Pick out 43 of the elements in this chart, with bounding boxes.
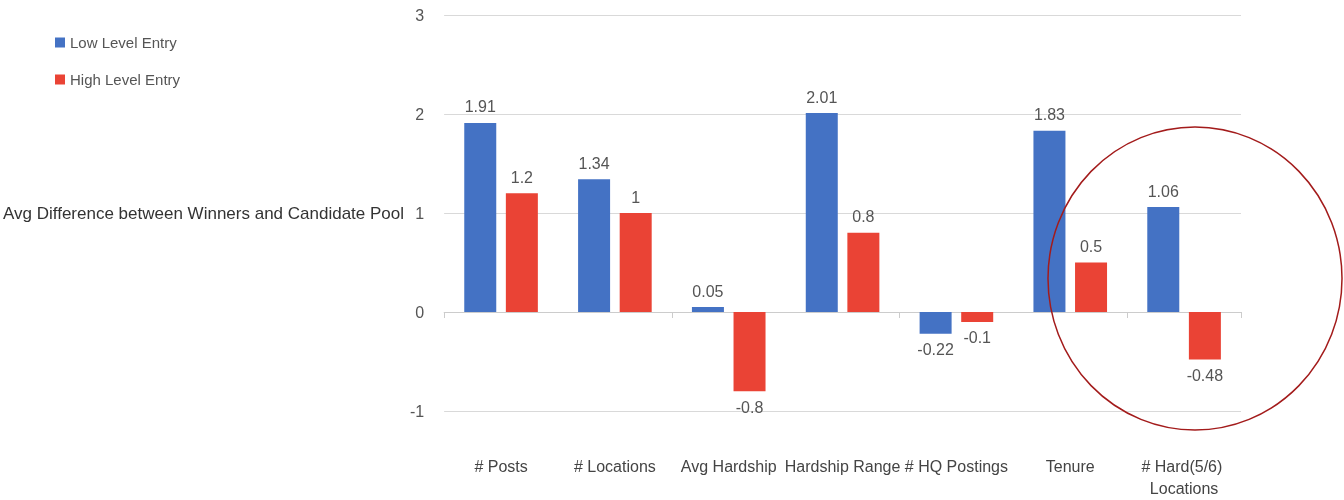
- data-label: -0.22: [917, 341, 954, 359]
- legend-label: High Level Entry: [70, 71, 181, 88]
- x-tick-label: # Hard(5/6) Locations: [1141, 457, 1227, 497]
- bar: [1188, 312, 1221, 360]
- data-label: -0.1: [963, 329, 992, 347]
- y-axis-title: Avg Difference between Winners and Candidate Pool: [3, 203, 405, 223]
- data-label: 1.06: [1147, 182, 1179, 200]
- x-tick-label: Avg Hardship: [680, 457, 777, 475]
- data-label: -0.8: [735, 398, 764, 416]
- bar: [1075, 262, 1108, 312]
- data-label: 1.34: [578, 154, 610, 172]
- bar: [805, 113, 838, 312]
- bar: [691, 307, 724, 312]
- bar: [1033, 130, 1066, 312]
- y-tick-label: 2: [415, 105, 425, 123]
- y-tick-label: 1: [415, 204, 425, 222]
- bar: [505, 193, 538, 312]
- bar: [733, 312, 766, 392]
- data-label: 0.8: [852, 208, 875, 226]
- data-label: 1.83: [1033, 106, 1066, 124]
- data-label: 1: [631, 188, 641, 206]
- x-tick-label: # Locations: [573, 457, 656, 475]
- x-tick-label: # Posts: [474, 457, 528, 475]
- data-label: 1.91: [464, 98, 496, 116]
- bar: [619, 213, 652, 312]
- legend-label: Low Level Entry: [70, 34, 178, 51]
- x-tick-label: Hardship Range: [784, 457, 901, 475]
- bar: [919, 312, 952, 334]
- x-tick-label: Tenure: [1045, 457, 1095, 475]
- y-tick-label: -1: [409, 402, 425, 420]
- y-tick-label: 3: [415, 6, 425, 24]
- x-tick-label: # HQ Postings: [904, 457, 1008, 475]
- bar: [847, 232, 880, 312]
- y-tick-label: 0: [415, 303, 425, 321]
- bar: [1147, 207, 1180, 312]
- data-label: 1.2: [510, 168, 534, 186]
- data-label: 0.5: [1079, 238, 1103, 255]
- data-label: -0.48: [1186, 367, 1224, 385]
- bar: [464, 122, 497, 312]
- bar: [961, 312, 994, 322]
- bar: [578, 179, 611, 312]
- data-label: 0.05: [692, 282, 724, 300]
- data-label: 2.01: [806, 88, 838, 106]
